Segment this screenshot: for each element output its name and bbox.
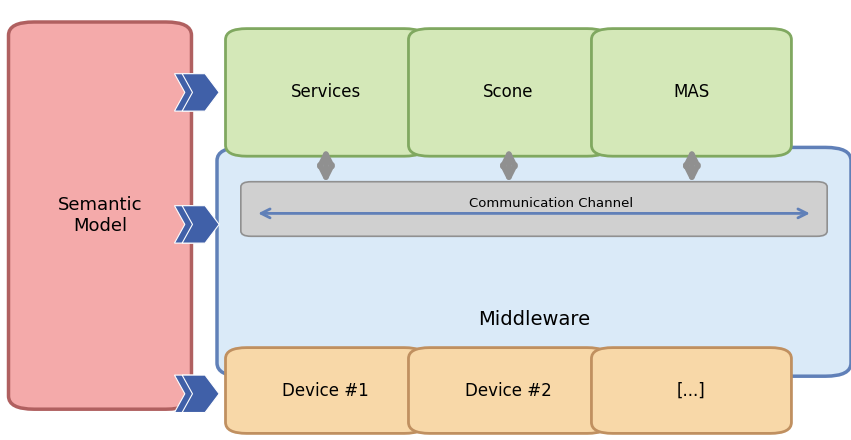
FancyBboxPatch shape: [226, 29, 426, 156]
FancyBboxPatch shape: [408, 29, 608, 156]
Text: Middleware: Middleware: [478, 309, 590, 329]
Polygon shape: [174, 73, 211, 111]
Text: Semantic
Model: Semantic Model: [58, 196, 142, 235]
Polygon shape: [174, 375, 211, 413]
Text: [...]: [...]: [677, 381, 705, 400]
FancyBboxPatch shape: [408, 348, 608, 433]
FancyBboxPatch shape: [217, 147, 851, 376]
FancyBboxPatch shape: [241, 182, 827, 236]
FancyBboxPatch shape: [591, 29, 791, 156]
Text: Services: Services: [290, 84, 361, 101]
Text: Device #1: Device #1: [283, 381, 368, 400]
Polygon shape: [182, 375, 220, 413]
FancyBboxPatch shape: [226, 348, 426, 433]
Text: MAS: MAS: [673, 84, 710, 101]
Text: Device #2: Device #2: [465, 381, 551, 400]
Polygon shape: [182, 73, 220, 111]
FancyBboxPatch shape: [591, 348, 791, 433]
FancyBboxPatch shape: [9, 22, 191, 409]
Polygon shape: [182, 206, 220, 243]
Text: Communication Channel: Communication Channel: [469, 197, 633, 210]
Text: Scone: Scone: [483, 84, 534, 101]
Polygon shape: [174, 206, 211, 243]
